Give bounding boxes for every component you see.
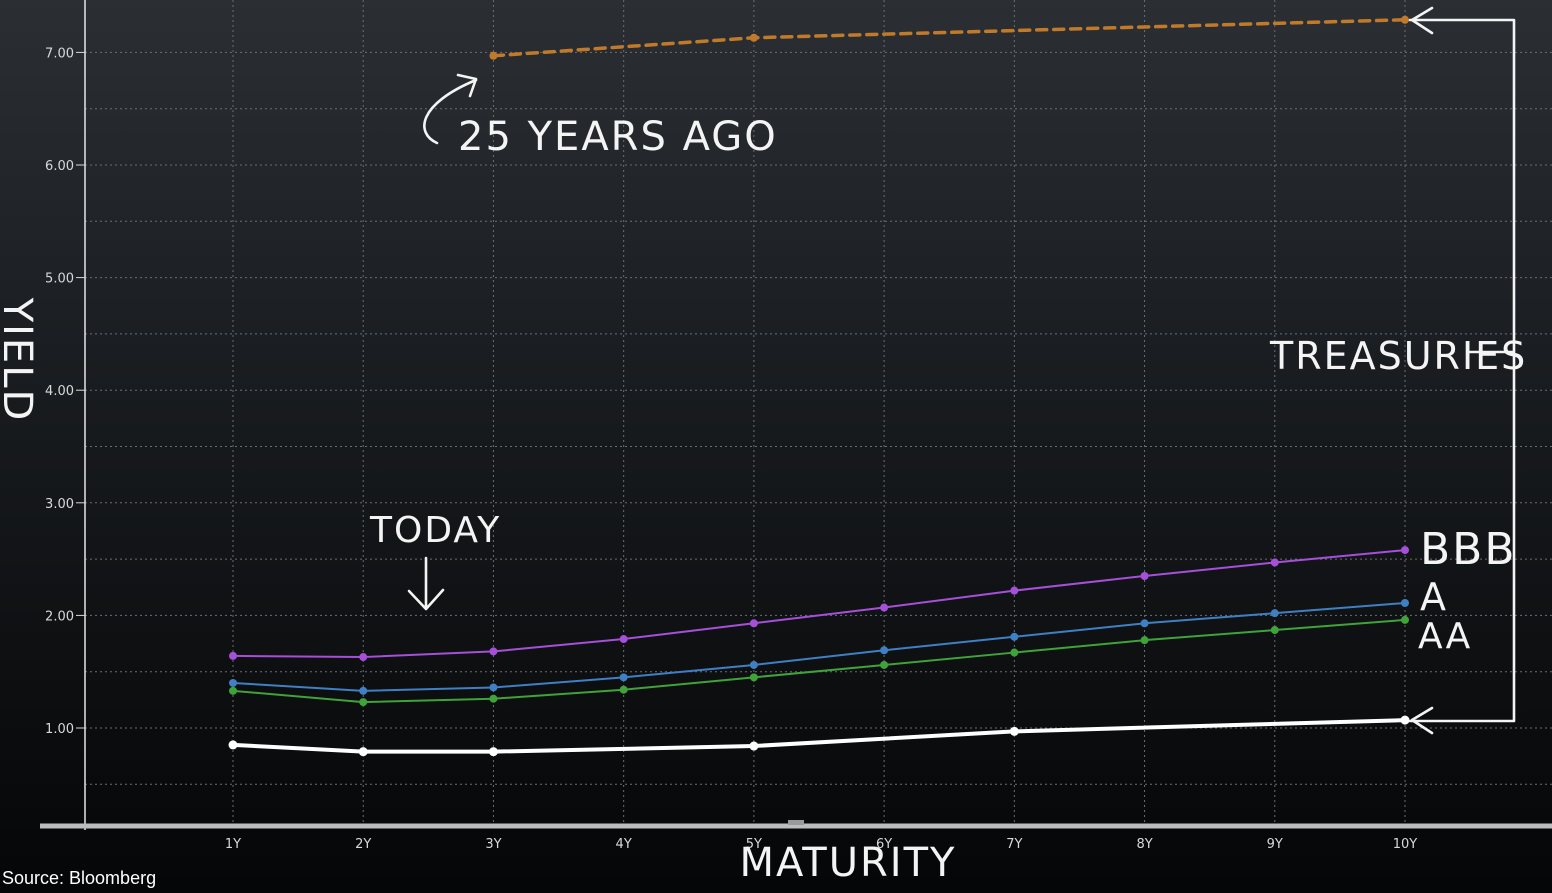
series-point (620, 635, 628, 643)
y-tick-label: 2.00 (45, 609, 74, 624)
x-tick-label: 9Y (1267, 837, 1283, 852)
series-point (1271, 609, 1279, 617)
annotation-treasuries: TREASURIES (1269, 8, 1527, 733)
x-axis-label: MATURITY (740, 840, 957, 886)
y-tick-label: 3.00 (45, 497, 74, 512)
arrowhead-icon (458, 75, 476, 96)
series-point (750, 661, 758, 669)
series-point (1401, 16, 1409, 24)
series-point (229, 740, 238, 749)
series-point (620, 673, 628, 681)
series-point (489, 683, 497, 691)
x-tick-label: 2Y (355, 837, 371, 852)
series-label-bbb: BBB (1420, 524, 1517, 575)
series-point (1401, 599, 1409, 607)
source-note: Source: Bloomberg (2, 868, 156, 889)
series-point (750, 673, 758, 681)
grid-lines (85, 0, 1552, 822)
y-tick-label: 6.00 (45, 159, 74, 174)
series-point (229, 652, 237, 660)
series-point (750, 619, 758, 627)
series-point (1141, 619, 1149, 627)
series-point (359, 747, 368, 756)
series-point (1141, 636, 1149, 644)
x-tick-label: 3Y (485, 837, 501, 852)
series-label-a: A (1420, 575, 1448, 619)
y-tick-label: 4.00 (45, 384, 74, 399)
series-point (1401, 716, 1410, 725)
series-point (1271, 558, 1279, 566)
series-point (750, 34, 758, 42)
series-point (1010, 649, 1018, 657)
series-point (229, 687, 237, 695)
y-tick-label: 7.00 (45, 46, 74, 61)
annotation-today-text: TODAY (369, 510, 501, 551)
series-point (880, 604, 888, 612)
series-point (1401, 616, 1409, 624)
y-tick-label: 5.00 (45, 272, 74, 287)
series-lines (229, 16, 1410, 756)
series-point (1010, 587, 1018, 595)
series-point (1141, 572, 1149, 580)
series-point (880, 661, 888, 669)
series-point (359, 653, 367, 661)
series-line-unlabeled-4 (493, 20, 1405, 56)
y-tick-label: 1.00 (45, 722, 74, 737)
series-line-unlabeled-3 (233, 720, 1405, 752)
series-point (489, 647, 497, 655)
annotation-treasuries-text: TREASURIES (1269, 334, 1527, 378)
x-tick-label: 1Y (225, 837, 241, 852)
x-tick-label: 4Y (616, 837, 632, 852)
x-tick-label: 7Y (1006, 837, 1022, 852)
series-point (489, 695, 497, 703)
series-labels: BBB A AA (1418, 524, 1517, 657)
x-tick-label: 10Y (1393, 837, 1418, 852)
series-point (1271, 626, 1279, 634)
annotation-25-years-ago: 25 YEARS AGO (424, 75, 777, 160)
series-point (489, 747, 498, 756)
series-point (489, 52, 497, 60)
series-point (880, 646, 888, 654)
y-axis-label: YIELD (0, 297, 40, 423)
series-label-aa: AA (1418, 616, 1472, 657)
series-point (229, 679, 237, 687)
down-arrow-icon (409, 558, 443, 609)
annotation-25-years-ago-text: 25 YEARS AGO (458, 114, 778, 160)
series-point (1010, 727, 1019, 736)
series-point (1010, 633, 1018, 641)
series-line-bbb (233, 550, 1405, 657)
x-tick-label: 8Y (1136, 837, 1152, 852)
series-point (1401, 546, 1409, 554)
series-point (749, 742, 758, 751)
series-point (359, 687, 367, 695)
y-tick-labels: 1.00 2.00 3.00 4.00 5.00 6.00 7.00 (45, 46, 85, 737)
series-point (359, 698, 367, 706)
series-point (620, 686, 628, 694)
axes (40, 0, 1552, 830)
